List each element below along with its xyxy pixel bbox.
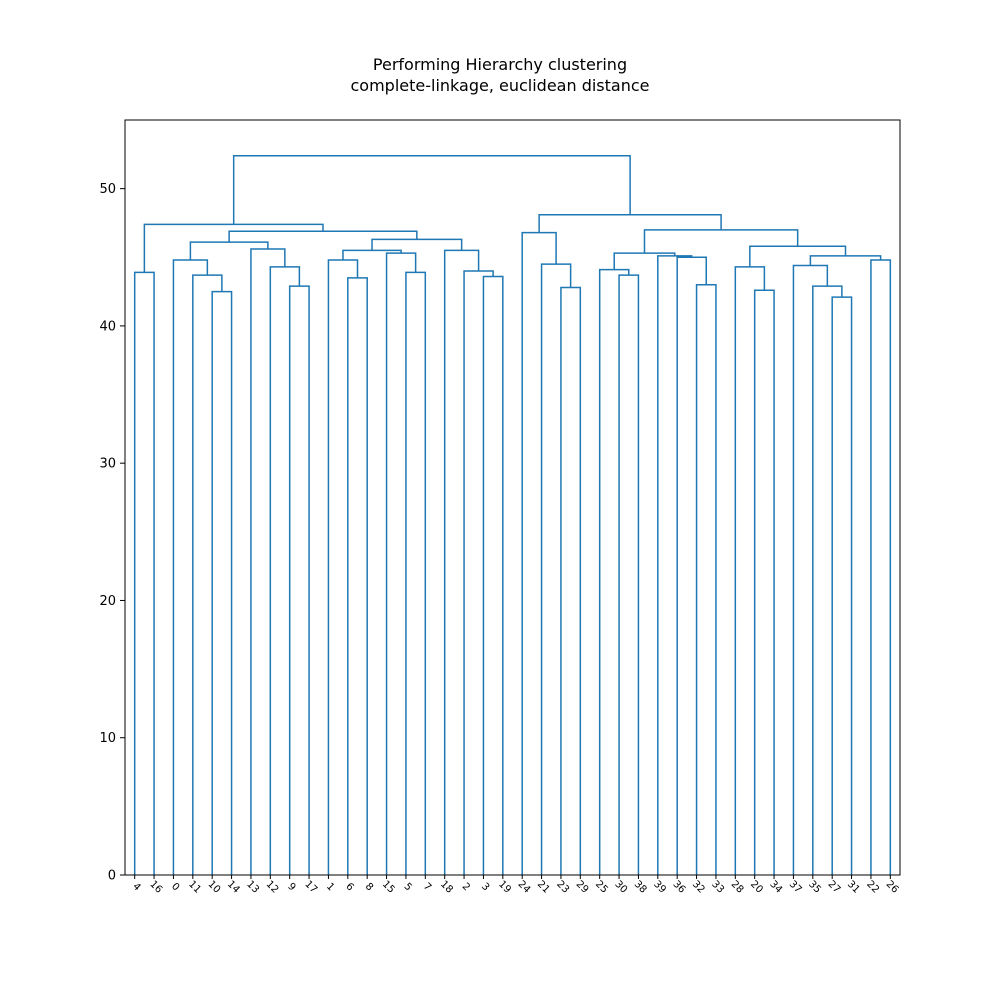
dendrogram-link: [695, 283, 717, 875]
dendrogram-link: [172, 259, 209, 875]
leaf-label: 7: [421, 881, 433, 893]
dendrogram-link: [618, 274, 640, 875]
leaf-label: 17: [302, 879, 319, 896]
dendrogram-link: [809, 255, 882, 266]
dendrogram-link: [657, 255, 693, 875]
y-tick-label: 40: [99, 319, 116, 334]
leaf-label: 3: [479, 881, 491, 893]
leaf-label: 1: [324, 881, 336, 893]
leaf-label: 29: [574, 879, 591, 896]
dendrogram-link: [676, 256, 707, 875]
dendrogram-link: [342, 249, 402, 261]
dendrogram-link: [443, 249, 480, 875]
plot-frame: [124, 119, 901, 876]
y-tick-label: 20: [99, 594, 116, 609]
dendrogram-link: [598, 268, 630, 875]
leaf-label: 19: [496, 879, 513, 896]
leaf-label: 30: [612, 879, 629, 896]
dendrogram-link: [405, 271, 427, 875]
leaf-label: 0: [169, 881, 181, 893]
dendrogram-link: [133, 271, 155, 875]
leaf-label: 4: [130, 881, 142, 893]
leaf-label: 28: [729, 879, 746, 896]
dendrogram-link: [385, 252, 417, 875]
dendrogram-link: [521, 231, 557, 875]
dendrogram-link: [232, 154, 631, 225]
dendrogram-link: [749, 245, 847, 267]
dendrogram-link: [540, 263, 572, 875]
dendrogram-link: [482, 275, 504, 875]
dendrogram-link: [613, 252, 676, 270]
leaf-label: 6: [343, 881, 355, 893]
leaf-label: 21: [535, 879, 552, 896]
dendrogram-links: [133, 154, 892, 875]
dendrogram-link: [347, 277, 368, 875]
dendrogram-link: [192, 274, 223, 875]
leaf-label: 32: [690, 879, 707, 896]
x-axis-leaf-labels: 4 16 0 11 10 14 13 12 9 17 1 6 8 15 5 7 18 2 3 19 24 21 23 29 25…: [130, 875, 900, 896]
dendrogram-link: [812, 285, 843, 875]
leaf-label: 11: [186, 879, 203, 896]
leaf-label: 13: [244, 879, 261, 896]
leaf-label: 10: [206, 879, 223, 896]
leaf-label: 25: [593, 879, 610, 896]
dendrogram-link: [189, 241, 269, 261]
y-tick-label: 50: [99, 182, 116, 197]
chart-title-line-1: Performing Hierarchy clustering: [372, 55, 628, 74]
chart-title-line-2: complete-linkage, euclidean distance: [350, 76, 650, 95]
dendrogram-link: [831, 296, 853, 875]
leaf-label: 35: [806, 879, 823, 896]
leaf-label: 20: [748, 879, 765, 896]
leaf-label: 2: [460, 881, 472, 893]
leaf-label: 33: [709, 879, 726, 896]
leaf-label: 18: [438, 879, 455, 896]
dendrogram-link: [560, 286, 582, 875]
leaf-label: 23: [554, 879, 571, 896]
dendrogram-link: [250, 248, 286, 875]
dendrogram-link: [288, 285, 310, 875]
leaf-label: 31: [845, 879, 862, 896]
dendrogram-link: [269, 266, 301, 875]
leaf-label: 9: [285, 881, 297, 893]
leaf-label: 39: [651, 879, 668, 896]
leaf-label: 14: [225, 879, 242, 896]
y-axis: 0 10 20 30 40 50: [99, 182, 125, 884]
leaf-label: 38: [632, 879, 649, 896]
leaf-label: 36: [671, 879, 688, 896]
dendrogram-link: [792, 264, 829, 875]
dendrogram-link: [753, 289, 775, 875]
dendrogram-link: [228, 230, 418, 243]
y-tick-label: 10: [99, 731, 116, 746]
leaf-label: 37: [787, 879, 804, 896]
dendrogram-link: [463, 270, 494, 875]
leaf-label: 24: [516, 879, 533, 896]
leaf-label: 12: [264, 879, 281, 896]
dendrogram-link: [870, 259, 892, 875]
leaf-label: 22: [864, 879, 881, 896]
leaf-label: 15: [380, 879, 397, 896]
dendrogram-link: [643, 229, 799, 254]
dendrogram-link: [327, 259, 359, 875]
dendrogram-link: [371, 238, 463, 251]
leaf-label: 5: [402, 881, 414, 893]
leaf-label: 16: [147, 879, 164, 896]
dendrogram-link: [734, 266, 766, 875]
y-tick-label: 30: [99, 457, 116, 472]
leaf-label: 26: [884, 879, 901, 896]
leaf-label: 8: [363, 881, 375, 893]
leaf-label: 34: [767, 879, 784, 896]
leaf-label: 27: [826, 879, 843, 896]
y-tick-label: 0: [108, 869, 116, 884]
dendrogram-link: [211, 290, 233, 875]
